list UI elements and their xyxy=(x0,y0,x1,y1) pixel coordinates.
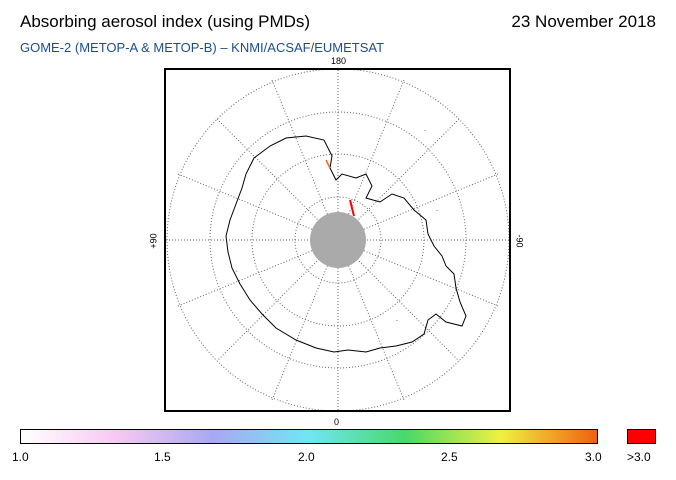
colorbar-tick-label: 1.5 xyxy=(154,450,171,464)
colorbar-tick-label: 1.0 xyxy=(12,450,29,464)
meridian-d xyxy=(177,173,499,307)
antarctica-coastline xyxy=(225,135,467,353)
aerosol-medium-signal xyxy=(325,159,331,169)
meridian-lines xyxy=(166,70,509,410)
colorbar-tick-label: 3.0 xyxy=(585,450,602,464)
map-subtitle: GOME-2 (METOP-A & METOP-B) – KNMI/ACSAF/… xyxy=(20,40,385,55)
map-title: Absorbing aerosol index (using PMDs) xyxy=(20,12,311,31)
colorbar-tick-label: 2.5 xyxy=(441,450,458,464)
colorbar-overflow-label: >3.0 xyxy=(627,450,651,464)
meridian-c xyxy=(177,173,499,307)
latitude-circle-innermost xyxy=(294,196,382,284)
map-frame xyxy=(164,68,511,412)
meridian-a xyxy=(271,79,405,401)
colorbar xyxy=(20,429,598,444)
aerosol-high-signal xyxy=(349,199,355,217)
longitude-label-right: -90 xyxy=(514,234,525,248)
meridian-b xyxy=(271,79,405,401)
longitude-label-left: +90 xyxy=(148,233,159,249)
pole-data-gap xyxy=(310,212,366,268)
colorbar-overflow-swatch xyxy=(627,429,656,444)
polar-map xyxy=(166,68,510,412)
longitude-label-top: 180 xyxy=(331,56,347,66)
longitude-label-bottom: 0 xyxy=(334,417,340,427)
colorbar-tick-label: 2.0 xyxy=(298,450,315,464)
aerosol-faint-pixels xyxy=(236,130,438,401)
map-date: 23 November 2018 xyxy=(511,12,656,31)
